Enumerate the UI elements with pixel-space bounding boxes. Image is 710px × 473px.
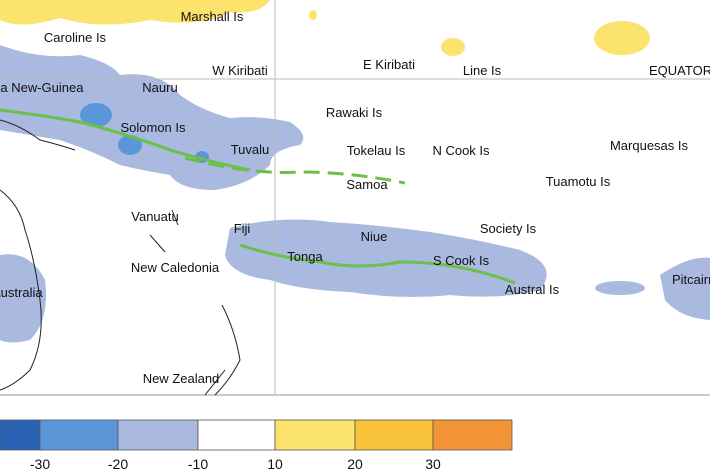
legend-tick-label: -30: [30, 456, 50, 472]
place-label: Vanuatu: [131, 209, 178, 224]
convergence-zone: [184, 156, 406, 185]
place-label: Australia: [0, 285, 43, 300]
place-label: Line Is: [463, 63, 502, 78]
legend-swatch: [354, 419, 434, 451]
map-area: Marshall Is Caroline Is W Kiribati E Kir…: [0, 0, 710, 396]
place-label: New Zealand: [143, 371, 220, 386]
positive-anomaly: [594, 21, 650, 55]
place-label: N Cook Is: [432, 143, 490, 158]
place-label: EQUATOR: [649, 63, 710, 78]
negative-anomaly: [595, 281, 645, 295]
place-label: Samoa: [346, 177, 388, 192]
positive-anomaly: [441, 38, 465, 56]
place-label: Solomon Is: [120, 120, 186, 135]
legend-swatch: [0, 419, 41, 451]
positive-anomaly: [0, 0, 270, 25]
place-label: Marquesas Is: [610, 138, 689, 153]
positive-anomaly: [309, 10, 317, 20]
strong-negative-anomaly: [118, 135, 142, 155]
place-label: Tuamotu Is: [546, 174, 611, 189]
convergence-zone: [239, 243, 516, 285]
coastline: [0, 119, 76, 151]
place-label: S Cook Is: [433, 253, 490, 268]
coastline: [149, 209, 179, 253]
negative-anomaly: [0, 254, 46, 343]
legend: -30 -20 -10 10 20 30: [0, 419, 513, 472]
negative-anomaly: [0, 45, 304, 190]
negative-anomaly: [660, 257, 710, 320]
legend-swatch: [197, 419, 276, 451]
place-label: Caroline Is: [44, 30, 107, 45]
legend-swatch: [117, 419, 199, 451]
legend-tick-label: 20: [347, 456, 363, 472]
legend-tick-label: -20: [108, 456, 128, 472]
place-label: Tokelau Is: [347, 143, 406, 158]
place-label: W Kiribati: [212, 63, 268, 78]
map-background: [0, 0, 710, 395]
legend-tick-label: 30: [425, 456, 441, 472]
coastline: [204, 304, 241, 396]
place-label: E Kiribati: [363, 57, 415, 72]
place-label: New Caledonia: [131, 260, 220, 275]
legend-swatch: [274, 419, 356, 451]
convergence-zone: [0, 108, 251, 172]
legend-tick-label: -10: [188, 456, 208, 472]
strong-negative-anomaly: [80, 103, 112, 127]
place-label: Rawaki Is: [326, 105, 383, 120]
place-label: Marshall Is: [181, 9, 244, 24]
legend-tick-label: 10: [267, 456, 283, 472]
legend-swatch: [39, 419, 119, 451]
legend-swatch: [432, 419, 513, 451]
coastline: [0, 189, 42, 391]
place-label: Tuvalu: [231, 142, 270, 157]
negative-anomaly: [225, 219, 547, 297]
place-label: Nauru: [142, 80, 177, 95]
place-label: Fiji: [234, 221, 251, 236]
place-label: Pitcairn: [672, 272, 710, 287]
place-label: Society Is: [480, 221, 537, 236]
place-label: Tonga: [287, 249, 323, 264]
place-label: Niue: [361, 229, 388, 244]
place-label: Austral Is: [505, 282, 560, 297]
place-label: Papua New-Guinea: [0, 80, 84, 95]
